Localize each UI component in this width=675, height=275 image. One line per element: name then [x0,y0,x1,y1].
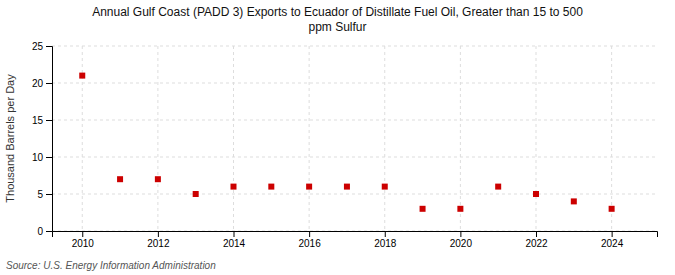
point [533,191,539,197]
point [344,184,350,190]
x-axis-tick-label: 2024 [601,238,624,249]
grid-line-x [309,46,310,231]
y-axis-tick: 15 [32,115,52,126]
x-axis-tick-label: 2020 [450,238,473,249]
source: Source: U.S. Energy Information Administ… [6,260,216,271]
x-axis-tick: 2010 [72,231,95,249]
point [420,206,426,212]
grid-line-y [52,120,657,121]
x-axis-tick-mark [460,231,461,237]
y-axis-tick: 20 [32,78,52,89]
x-axis: 2010 2012 2014 2016 2018 2020 2022 2024 [53,231,658,249]
title: Annual Gulf Coast (PADD 3) Exports to Ec… [92,5,583,34]
x-axis-tick-label: 2012 [147,238,170,249]
x-axis-tick-mark [385,231,386,237]
y-axis-tick-label: 25 [32,41,44,52]
y-axis-tick-mark [46,231,52,232]
grid [52,46,657,231]
point [193,191,199,197]
y-axis-tick-label: 15 [32,115,44,126]
x-axis-tick: 2016 [299,231,322,249]
x-axis-tick-label: 2014 [223,238,246,249]
grid-line-y [52,46,657,47]
x-axis-tick: 2014 [223,231,246,249]
title-line: ppm Sulfur [308,20,366,34]
point [231,184,237,190]
title-line: Annual Gulf Coast (PADD 3) Exports to Ec… [92,5,583,19]
y-axis-tick-label: 0 [37,226,43,237]
x-axis-tick-mark [309,231,310,237]
x-axis-tick: 2022 [525,231,548,249]
grid-line-x [460,46,461,231]
y-axis-tick-mark [46,194,52,195]
x-axis-tick-mark [612,231,613,237]
point [609,206,615,212]
point [457,206,463,212]
x-axis-tick: 2018 [374,231,397,249]
x-axis-tick-mark [82,231,83,237]
x-axis-tick-label: 2016 [299,238,322,249]
y-axis-tick: 0 [37,226,52,237]
points [79,73,614,212]
y-axis-tick-label: 20 [32,78,44,89]
plot: 2010 2012 2014 2016 2018 2020 2022 2024 0 5 10 15 20… [32,41,658,249]
y-axis-tick-mark [46,157,52,158]
point [79,73,85,79]
y-axis-tick: 10 [32,152,52,163]
x-axis-tick-label: 2022 [525,238,548,249]
x-axis-tick: 2012 [147,231,170,249]
y-axis-title: Thousand Barrels per Day [4,74,16,203]
point [268,184,274,190]
x-axis-tick: 2020 [450,231,473,249]
grid-line-x [536,46,537,231]
grid-line-x [611,46,612,231]
y-axis-tick: 5 [37,189,52,200]
y-axis-tick-mark [46,120,52,121]
y-axis-line [46,47,53,232]
y-axis-tick-mark [46,83,52,84]
point [571,198,577,204]
grid-line-y [52,157,657,158]
y-axis: 0 5 10 15 20 25 [32,41,53,237]
x-axis-tick-mark [234,231,235,237]
x-axis-tick-label: 2018 [374,238,397,249]
x-axis-tick: 2024 [601,231,624,249]
point [495,184,501,190]
y-axis-tick-mark [46,46,52,47]
x-axis-tick-label: 2010 [72,238,95,249]
point [117,176,123,182]
grid-line-y [52,194,657,195]
point [155,176,161,182]
x-axis-line [53,232,658,238]
chart: 2010 2012 2014 2016 2018 2020 2022 2024 0 5 10 15 20… [0,0,675,275]
grid-line-x [157,46,158,231]
y-axis-tick-label: 5 [37,189,43,200]
grid-line-x [233,46,234,231]
point [382,184,388,190]
point [306,184,312,190]
grid-line-y [52,83,657,84]
x-axis-tick-mark [158,231,159,237]
x-axis-tick-mark [536,231,537,237]
y-axis-tick: 25 [32,41,52,52]
grid-line-x [384,46,385,231]
y-axis-tick-label: 10 [32,152,44,163]
